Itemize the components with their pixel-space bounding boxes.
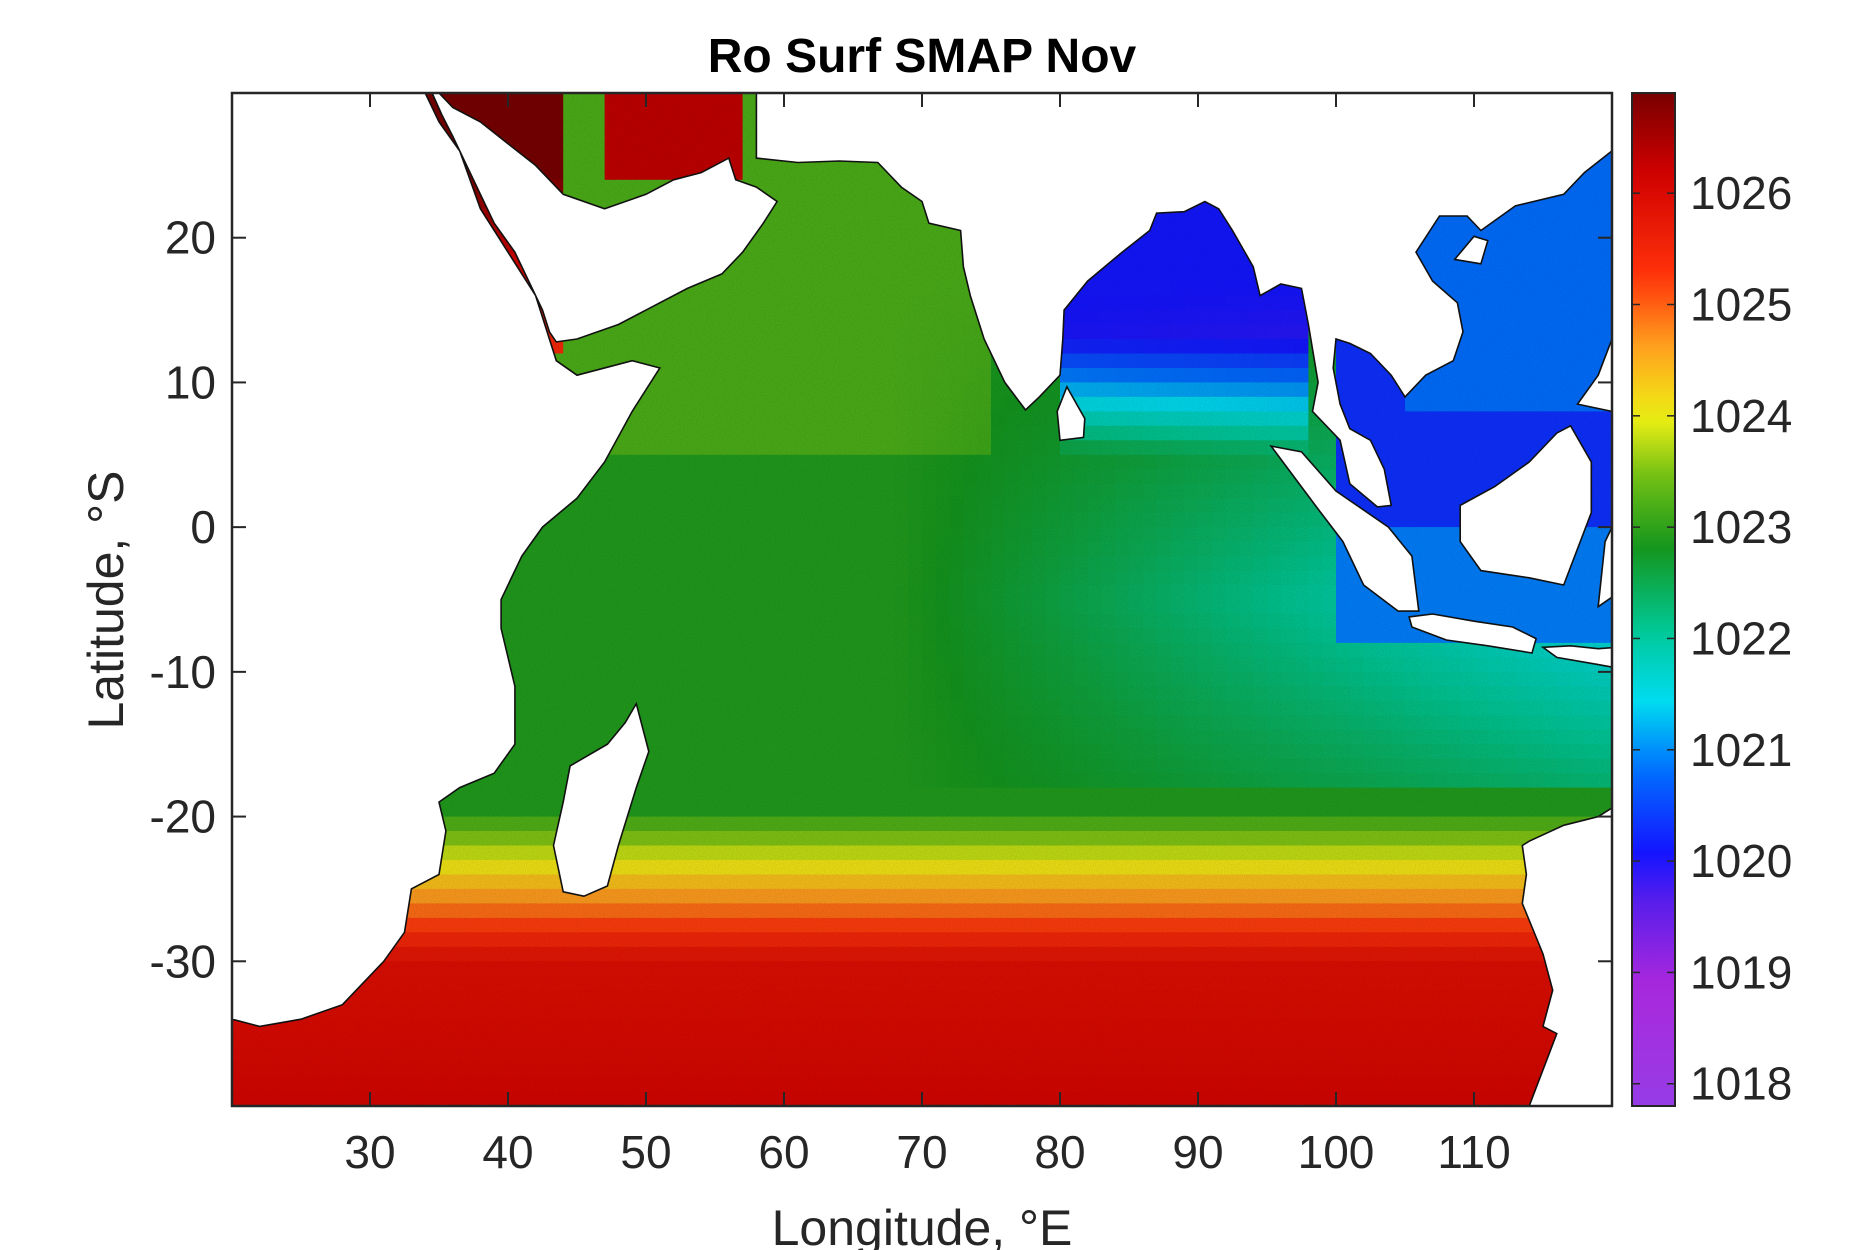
plot-area xyxy=(232,93,1612,1106)
map-title: Ro Surf SMAP Nov xyxy=(708,30,1137,83)
